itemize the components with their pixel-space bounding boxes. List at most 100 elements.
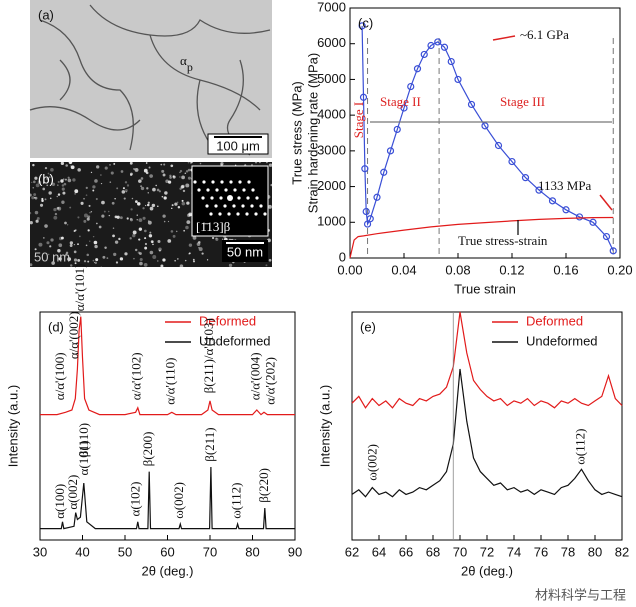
texture-dot (144, 237, 147, 240)
texture-dot (28, 193, 32, 197)
data-point (589, 218, 597, 226)
annotation: β(211)/α'(103) (201, 318, 216, 393)
data-point (393, 125, 401, 134)
texture-dot (96, 222, 98, 225)
x-axis-title: 2θ (deg.) (461, 563, 513, 578)
texture-dot (69, 244, 73, 247)
x-tick-label: 64 (372, 544, 386, 559)
texture-dot (126, 217, 129, 220)
texture-dot (87, 215, 91, 219)
texture-dot (116, 215, 120, 219)
texture-dot (138, 218, 143, 222)
texture-dot (158, 190, 161, 193)
annotation: α/α'(202) (263, 357, 278, 405)
diffraction-spot (214, 204, 218, 208)
texture-dot (28, 211, 32, 215)
arrow (492, 35, 516, 41)
texture-dot (86, 217, 90, 221)
texture-dot (89, 212, 91, 214)
x-tick-label: 80 (588, 544, 602, 559)
texture-dot (85, 194, 88, 196)
data-point (400, 104, 408, 112)
y-tick-label: 2000 (317, 178, 346, 193)
texture-dot (206, 259, 209, 261)
data-point (548, 197, 557, 205)
texture-dot (114, 240, 119, 244)
texture-dot (78, 235, 81, 238)
scale-label: 100 μm (216, 138, 260, 153)
texture-dot (221, 238, 224, 240)
texture-dot (77, 243, 79, 246)
texture-dot (152, 255, 157, 259)
texture-dot (61, 236, 64, 240)
texture-dot (139, 261, 143, 266)
watermark: 材料科学与工程 (535, 587, 626, 602)
texture-dot (80, 201, 84, 205)
texture-dot (90, 171, 93, 174)
texture-dot (47, 172, 50, 175)
diffraction-spot (247, 180, 251, 184)
data-point (494, 141, 503, 150)
texture-dot (36, 217, 40, 220)
texture-dot (157, 205, 159, 208)
texture-dot (170, 164, 174, 168)
texture-dot (37, 180, 42, 185)
texture-dot (163, 220, 166, 223)
texture-dot (157, 260, 159, 262)
texture-dot (73, 243, 76, 246)
texture-dot (70, 264, 73, 267)
texture-dot (155, 184, 157, 187)
texture-dot (126, 184, 130, 187)
texture-dot (147, 220, 152, 225)
texture-dot (95, 197, 98, 201)
texture-dot (189, 213, 192, 217)
texture-dot (70, 165, 72, 167)
annotation: α(102) (127, 481, 142, 516)
texture-dot (94, 244, 98, 249)
texture-dot (186, 201, 190, 205)
texture-dot (175, 230, 178, 233)
texture-dot (67, 178, 72, 183)
x-tick-label: 66 (399, 544, 413, 559)
texture-dot (174, 259, 176, 262)
texture-dot (41, 197, 44, 201)
texture-dot (119, 257, 124, 261)
texture-dot (100, 182, 103, 185)
texture-dot (92, 185, 96, 189)
texture-dot (113, 162, 116, 165)
texture-dot (69, 241, 74, 245)
texture-dot (167, 239, 172, 243)
texture-dot (147, 203, 150, 207)
texture-dot (179, 171, 181, 174)
diffraction-spot (246, 196, 250, 200)
x-tick-label: 50 (118, 544, 132, 559)
phase-subscript: p (187, 60, 193, 74)
texture-dot (43, 237, 45, 239)
texture-dot (46, 178, 48, 180)
diffraction-spot (233, 188, 237, 192)
annotation: α/α'(102) (129, 352, 144, 400)
x-tick-label: 80 (245, 544, 259, 559)
texture-dot (34, 248, 37, 251)
y-tick-label: 7000 (317, 0, 346, 14)
texture-dot (50, 168, 54, 172)
x-axis-title: True strain (454, 281, 516, 296)
texture-dot (63, 182, 67, 186)
texture-dot (32, 163, 35, 167)
texture-dot (177, 206, 181, 209)
texture-dot (130, 208, 133, 211)
texture-dot (270, 183, 273, 187)
texture-dot (144, 242, 148, 246)
annotation: α/α'(002) (66, 311, 81, 359)
texture-dot (51, 182, 56, 187)
texture-dot (199, 162, 202, 165)
x-axis-title: 2θ (deg.) (141, 563, 193, 578)
texture-dot (265, 264, 268, 267)
x-tick-label: 70 (453, 544, 467, 559)
data-point (434, 38, 442, 46)
texture-dot (93, 240, 98, 245)
texture-dot (131, 197, 134, 200)
texture-dot (130, 173, 133, 176)
texture-dot (111, 201, 115, 205)
diffraction-spot (263, 212, 267, 216)
